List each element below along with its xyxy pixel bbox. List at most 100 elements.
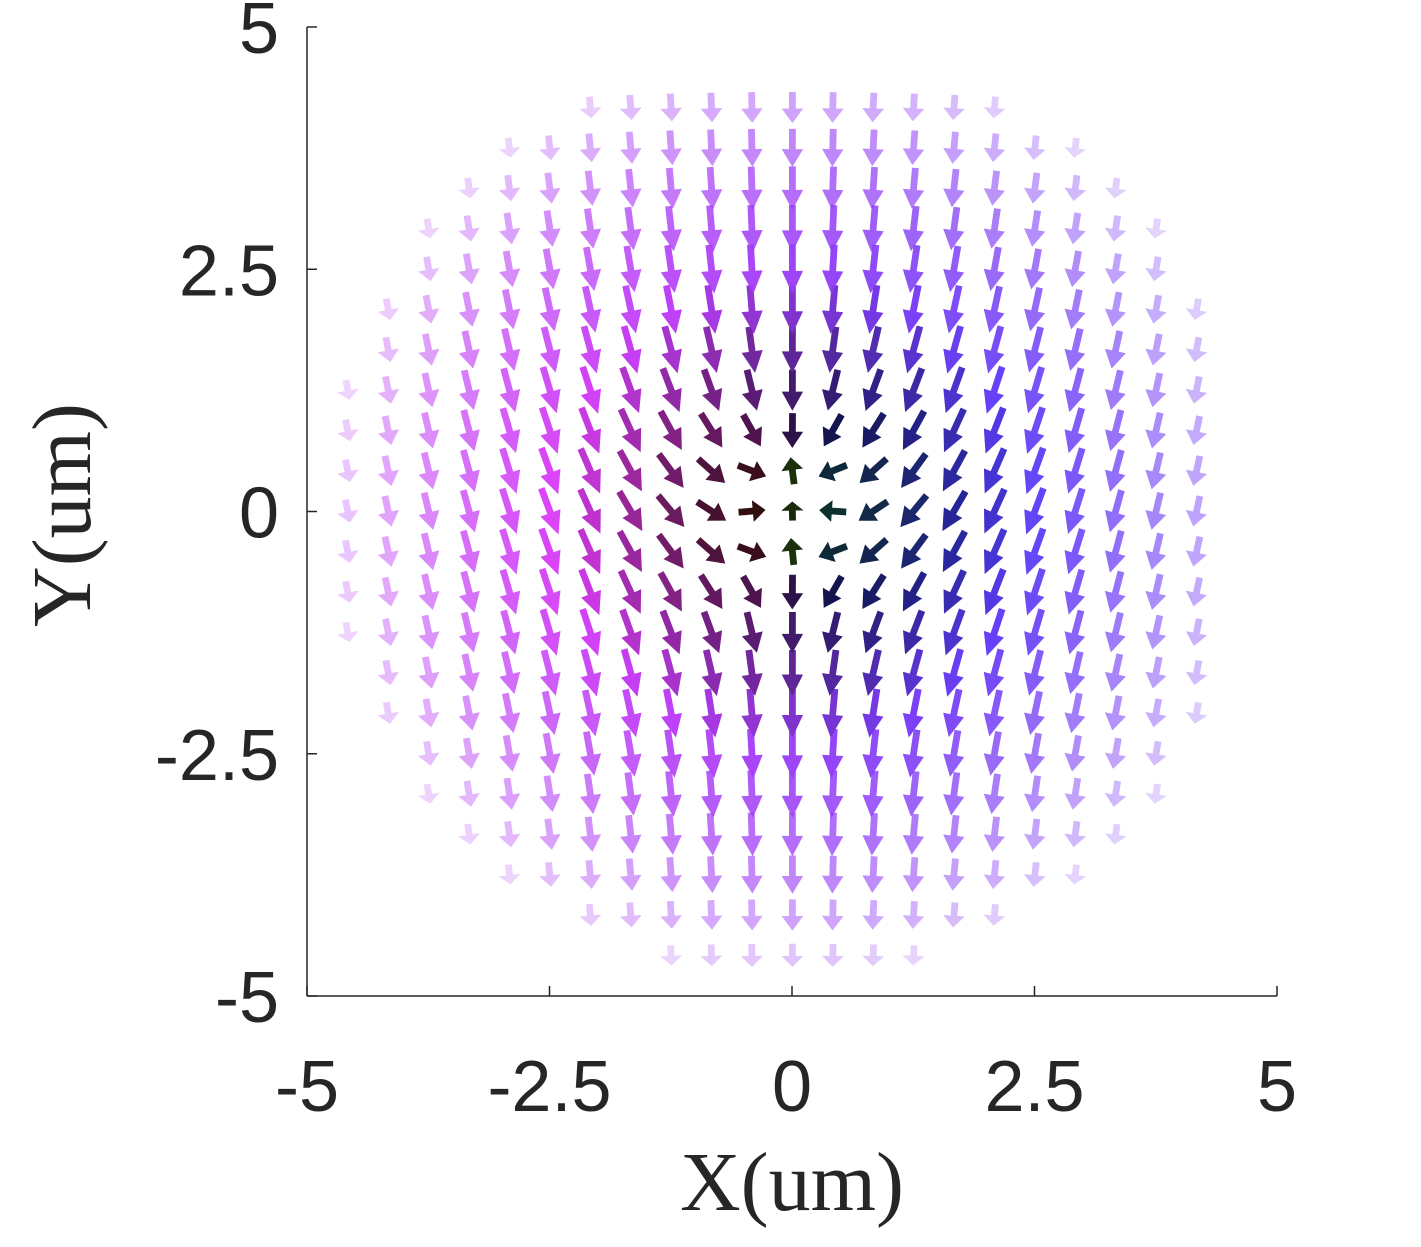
vector-arrow [499,528,521,575]
vector-arrow [701,688,723,738]
vector-arrow [741,92,763,123]
vector-arrow [1064,137,1087,158]
vector-arrow [818,541,849,562]
vector-arrow [902,813,925,855]
x-axis-label: X(um) [680,1136,904,1229]
y-tick-label: -2.5 [155,716,279,796]
vector-arrow [458,215,480,242]
vector-arrow [498,864,521,885]
vector-arrow [862,244,884,294]
vector-arrow [580,689,602,737]
vector-arrow [741,128,763,167]
vector-arrow [983,567,1007,616]
vector-arrow [539,775,561,813]
vector-arrow [781,326,804,373]
vector-arrow [822,166,844,211]
vector-arrow [701,244,723,294]
vector-arrow [418,573,440,611]
vector-arrow [1064,568,1086,615]
vector-arrow [984,487,1008,534]
vector-arrow [943,366,966,414]
vector-arrow [1145,573,1167,610]
vector-arrow [620,729,642,777]
vector-arrow [660,93,682,122]
vector-arrow [1145,218,1167,239]
vector-arrow [701,728,723,779]
vector-arrow [499,609,521,655]
vector-arrow [943,569,967,614]
vector-field [336,91,1208,968]
vector-arrow [862,325,884,374]
vector-arrow [902,648,924,697]
vector-arrow [1024,732,1046,774]
vector-arrow [821,943,844,967]
vector-arrow [660,856,682,893]
vector-arrow [459,489,480,533]
vector-arrow [819,500,847,522]
vector-arrow [538,406,561,454]
vector-arrow [1145,656,1167,689]
vector-arrow [741,326,763,373]
vector-arrow [620,168,642,208]
vector-arrow [459,449,480,493]
vector-arrow [498,212,521,245]
vector-arrow [902,729,924,778]
vector-arrow [620,206,642,251]
vector-arrow [862,92,884,123]
vector-arrow [943,648,964,697]
vector-arrow [1104,253,1127,285]
vector-arrow [656,452,684,488]
vector-arrow [862,688,884,738]
vector-arrow [377,455,399,486]
vector-arrow [902,205,924,252]
vector-arrow [862,770,884,818]
vector-arrow [660,771,682,817]
vector-arrow [1024,487,1047,535]
vector-arrow [943,284,964,334]
vector-arrow [1104,529,1126,573]
vector-arrow [983,648,1005,697]
vector-arrow [539,326,561,373]
vector-arrow [459,570,480,613]
vector-arrow [818,461,849,482]
vector-arrow [459,529,480,573]
vector-arrow [942,529,968,573]
vector-arrow [336,621,359,643]
vector-arrow [1024,690,1045,736]
vector-arrow [943,325,964,374]
vector-arrow [418,532,440,571]
vector-arrow [539,608,561,656]
vector-arrow [539,366,561,414]
vector-arrow [418,451,440,490]
vector-arrow [578,568,601,616]
vector-arrow [620,284,642,334]
vector-arrow [781,413,804,448]
vector-arrow [499,650,521,695]
vector-arrow [781,812,804,857]
vector-arrow [1064,734,1086,772]
vector-arrow [1064,777,1086,810]
vector-arrow [1064,609,1086,655]
vector-arrow [1064,692,1086,734]
y-tick-label: 0 [239,474,279,554]
vector-arrow [943,245,965,293]
vector-arrow [580,285,602,333]
vector-arrow [902,167,925,209]
vector-arrow [1024,649,1045,696]
vector-arrow [539,732,561,774]
vector-arrow [700,129,723,167]
axes: -5 -2.5 0 2.5 5 5 2.5 0 -2.5 -5 [155,0,1297,1127]
vector-arrow [943,206,965,251]
vector-arrow [1024,818,1046,850]
x-tick-label: -2.5 [487,1047,611,1127]
vector-arrow [862,649,884,697]
vector-arrow [862,856,884,894]
vector-arrow [660,130,682,166]
vector-arrow [539,861,561,887]
vector-arrow [620,648,642,697]
vector-arrow [781,943,804,968]
vector-arrow [417,783,440,804]
vector-arrow [377,659,400,686]
vector-arrow [741,899,763,931]
vector-arrow [822,611,843,653]
